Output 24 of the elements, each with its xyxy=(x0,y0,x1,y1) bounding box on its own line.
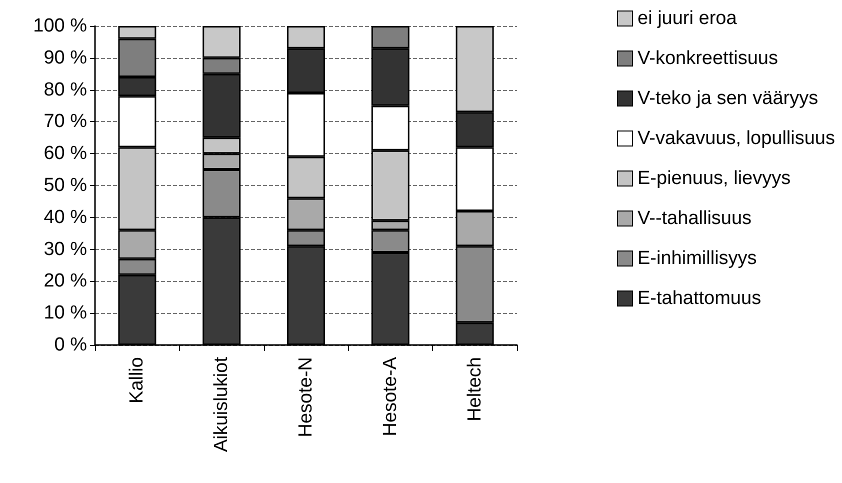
x-tick-label: Heltech xyxy=(464,357,486,422)
y-tick-label: 80 % xyxy=(44,79,88,100)
x-tick-label: Hesote-N xyxy=(296,357,316,438)
y-tick-label: 40 % xyxy=(44,206,88,228)
y-tick-label: 0 % xyxy=(54,334,88,356)
x-tick-label: Kallio xyxy=(126,357,148,404)
legend-label: ei juuri eroa xyxy=(638,8,738,29)
legend-label: E-tahattomuus xyxy=(638,288,762,309)
x-tick-label: Hesote-A xyxy=(380,356,401,436)
y-tick-label: 20 % xyxy=(44,270,88,292)
y-tick-label: 90 % xyxy=(44,47,88,68)
x-tick-label: Aikuislukiot xyxy=(211,356,232,452)
y-tick-label: 100 % xyxy=(33,16,88,36)
y-tick-label: 30 % xyxy=(44,238,88,260)
legend-label: E-inhimillisyys xyxy=(638,248,757,269)
y-tick-label: 70 % xyxy=(44,111,88,132)
legend-label: V--tahallisuus xyxy=(638,208,752,229)
y-tick-label: 10 % xyxy=(44,302,88,324)
legend-label: E-pienuus, lievyys xyxy=(638,168,791,189)
legend-label: V-teko ja sen vääryys xyxy=(638,88,818,109)
y-tick-label: 60 % xyxy=(44,143,88,164)
y-tick-label: 50 % xyxy=(44,175,88,196)
legend-label: V-vakavuus, lopullisuus xyxy=(638,128,836,149)
legend-label: V-konkreettisuus xyxy=(638,48,778,69)
